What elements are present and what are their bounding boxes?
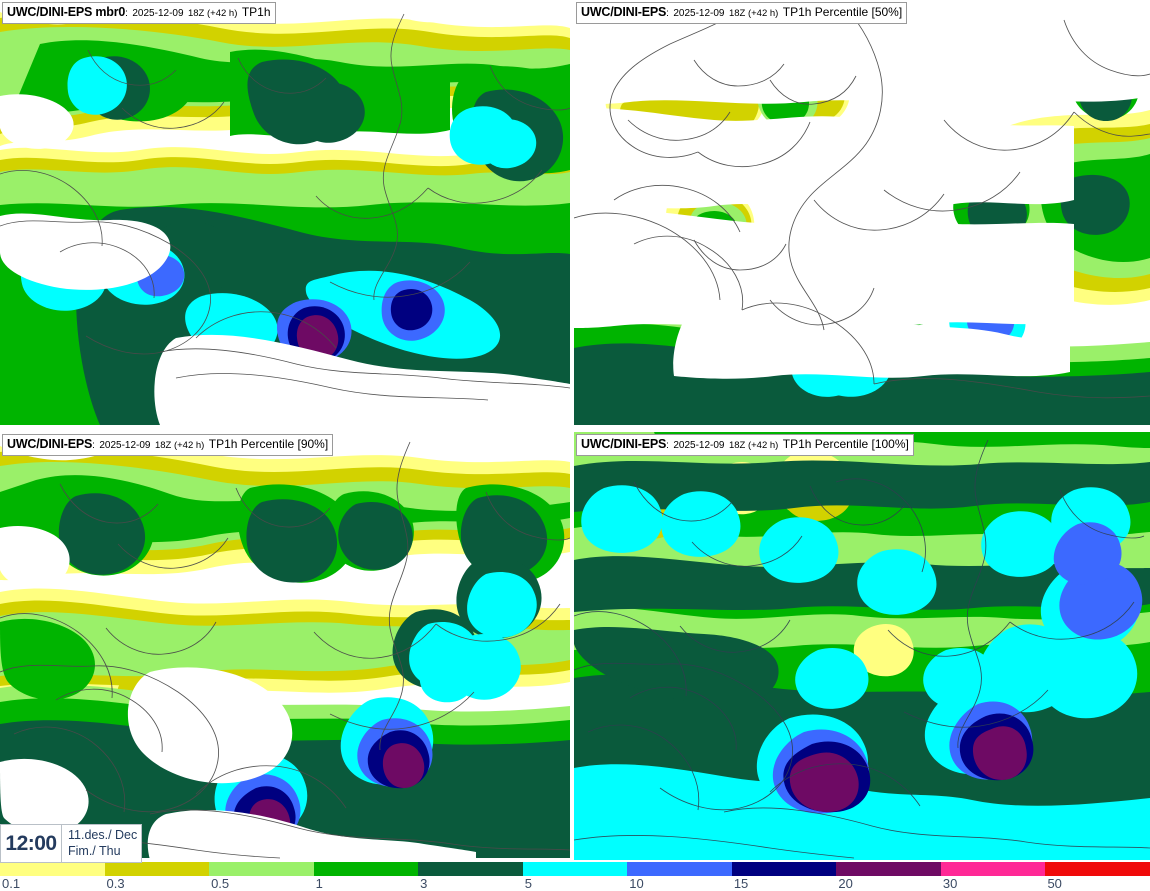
- colorbar-segment-1: [313, 862, 419, 876]
- panel-date: 2025-12-09: [673, 8, 725, 19]
- precip-map-member0: [0, 0, 570, 425]
- valid-date-line2: Fim./ Thu: [68, 843, 121, 858]
- precip-map-percentile-90: [0, 432, 570, 860]
- colorbar-segment-10: [627, 862, 732, 876]
- panel-sep: :: [666, 8, 669, 19]
- colorbar-segment-15: [731, 862, 837, 876]
- colorbar-tick-3: 3: [420, 876, 428, 891]
- panel-title-member0: UWC/DINI-EPS mbr0: 2025-12-09 18Z (+42 h…: [2, 2, 276, 24]
- colorbar-tick-30: 30: [942, 876, 958, 891]
- panel-variable: TP1h Percentile [50%]: [782, 5, 903, 19]
- timebox-divider: [61, 825, 62, 862]
- panel-date: 2025-12-09: [673, 440, 725, 451]
- panel-sep: :: [125, 8, 128, 19]
- panel-date: 2025-12-09: [132, 8, 184, 19]
- colorbar-segment-50: [1045, 862, 1150, 876]
- colorbar-tick-10: 10: [629, 876, 644, 891]
- panel-model-name: UWC/DINI-EPS mbr0: [7, 5, 126, 19]
- map-panel-percentile-100[interactable]: UWC/DINI-EPS: 2025-12-09 18Z (+42 h) TP1…: [574, 432, 1150, 860]
- panel-lead-time: 18Z (+42 h): [728, 8, 779, 19]
- colorbar-tick-5: 5: [524, 876, 532, 891]
- colorbar-tick-50: 50: [1047, 876, 1062, 891]
- colorbar-segment-0.1: [0, 862, 105, 876]
- valid-time: 12:00: [5, 831, 57, 855]
- map-panel-percentile-90[interactable]: UWC/DINI-EPS: 2025-12-09 18Z (+42 h) TP1…: [0, 432, 570, 860]
- colorbar-tick-15: 15: [733, 876, 749, 891]
- panel-date: 2025-12-09: [99, 440, 151, 451]
- panel-model-name: UWC/DINI-EPS: [581, 437, 667, 451]
- colorbar-tick-0.1: 0.1: [2, 876, 21, 891]
- colorbar-tick-0.5: 0.5: [211, 876, 230, 891]
- colorbar-segment-20: [836, 862, 941, 876]
- colorbar-segment-5: [522, 862, 628, 876]
- panel-model-name: UWC/DINI-EPS: [581, 5, 667, 19]
- panel-sep: :: [92, 440, 95, 451]
- valid-time-box: 12:00 11.des./ Dec Fim./ Thu: [0, 824, 142, 863]
- panel-model-name: UWC/DINI-EPS: [7, 437, 93, 451]
- colorbar-segment-0.5: [209, 862, 314, 876]
- panel-sep: :: [666, 440, 669, 451]
- panel-title-percentile-90: UWC/DINI-EPS: 2025-12-09 18Z (+42 h) TP1…: [2, 434, 334, 456]
- colorbar: [0, 862, 1150, 876]
- panel-title-percentile-100: UWC/DINI-EPS: 2025-12-09 18Z (+42 h) TP1…: [576, 434, 914, 456]
- panel-lead-time: 18Z (+42 h): [187, 8, 238, 19]
- panel-lead-time: 18Z (+42 h): [728, 440, 779, 451]
- colorbar-segment-30: [940, 862, 1046, 876]
- colorbar-tick-20: 20: [838, 876, 853, 891]
- panel-title-percentile-50: UWC/DINI-EPS: 2025-12-09 18Z (+42 h) TP1…: [576, 2, 908, 24]
- precip-map-percentile-100: [574, 432, 1150, 860]
- panel-lead-time: 18Z (+42 h): [154, 440, 205, 451]
- colorbar-segment-3: [418, 862, 523, 876]
- panel-variable: TP1h Percentile [100%]: [782, 437, 909, 451]
- colorbar-segment-0.3: [104, 862, 210, 876]
- panel-variable: TP1h: [241, 5, 271, 19]
- valid-date-line1: 11.des./ Dec: [68, 827, 138, 842]
- panel-variable: TP1h Percentile [90%]: [208, 437, 329, 451]
- colorbar-tick-0.3: 0.3: [106, 876, 125, 891]
- valid-date: 11.des./ Dec Fim./ Thu: [62, 825, 141, 862]
- map-panel-percentile-50[interactable]: UWC/DINI-EPS: 2025-12-09 18Z (+42 h) TP1…: [574, 0, 1150, 425]
- colorbar-tick-labels: 0.1 0.3 0.5 1 3 5 10 15 20 30 50: [0, 876, 1150, 891]
- colorbar-tick-1: 1: [315, 876, 323, 891]
- map-panel-member0[interactable]: UWC/DINI-EPS mbr0: 2025-12-09 18Z (+42 h…: [0, 0, 570, 425]
- precip-map-percentile-50: [574, 0, 1150, 425]
